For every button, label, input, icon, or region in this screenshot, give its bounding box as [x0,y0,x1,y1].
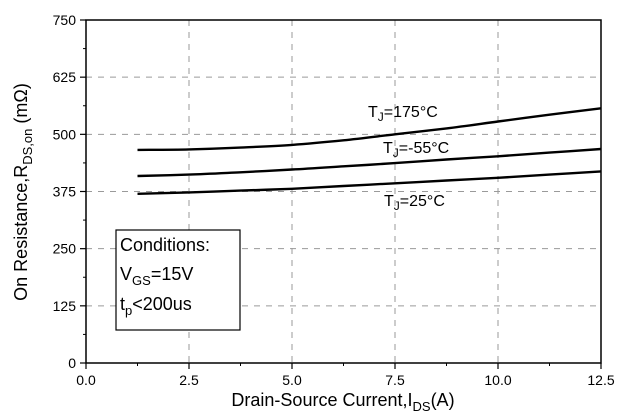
x-tick-label: 0.0 [76,372,96,388]
y-tick-label: 500 [53,126,77,142]
y-tick-label: 625 [53,69,77,85]
series-line-175c [137,107,602,152]
y-tick-label: 0 [68,355,76,371]
y-tick-label: 250 [53,241,77,257]
conditions-tp: tp<200us [120,294,192,318]
curve-label-25c: TJ=25°C [384,193,445,213]
series-lines [137,107,602,195]
x-tick-label: 12.5 [587,372,614,388]
curve-label-minus55c: TJ=-55°C [383,140,449,160]
x-axis-ticks: 0.0 2.5 5.0 7.5 10.0 12.5 [76,363,615,388]
curve-label-175c: TJ=175°C [368,104,438,124]
conditions-vgs: VGS=15V [120,264,193,288]
conditions-title: Conditions: [120,235,210,255]
x-tick-label: 2.5 [179,372,199,388]
conditions-box [115,229,241,331]
y-tick-label: 750 [53,12,77,28]
x-axis-title: Drain-Source Current,IDS(A) [231,390,454,414]
y-tick-label: 125 [53,298,77,314]
x-tick-label: 10.0 [484,372,511,388]
series-line-minus55c [137,147,602,178]
x-tick-label: 5.0 [282,372,302,388]
y-tick-label: 375 [53,184,77,200]
series-line-25c [137,170,602,195]
y-axis-title: On Resistance,RDS,on (mΩ) [11,83,35,301]
x-tick-label: 7.5 [385,372,405,388]
y-axis-ticks: 0 125 250 375 500 625 750 [53,12,86,371]
